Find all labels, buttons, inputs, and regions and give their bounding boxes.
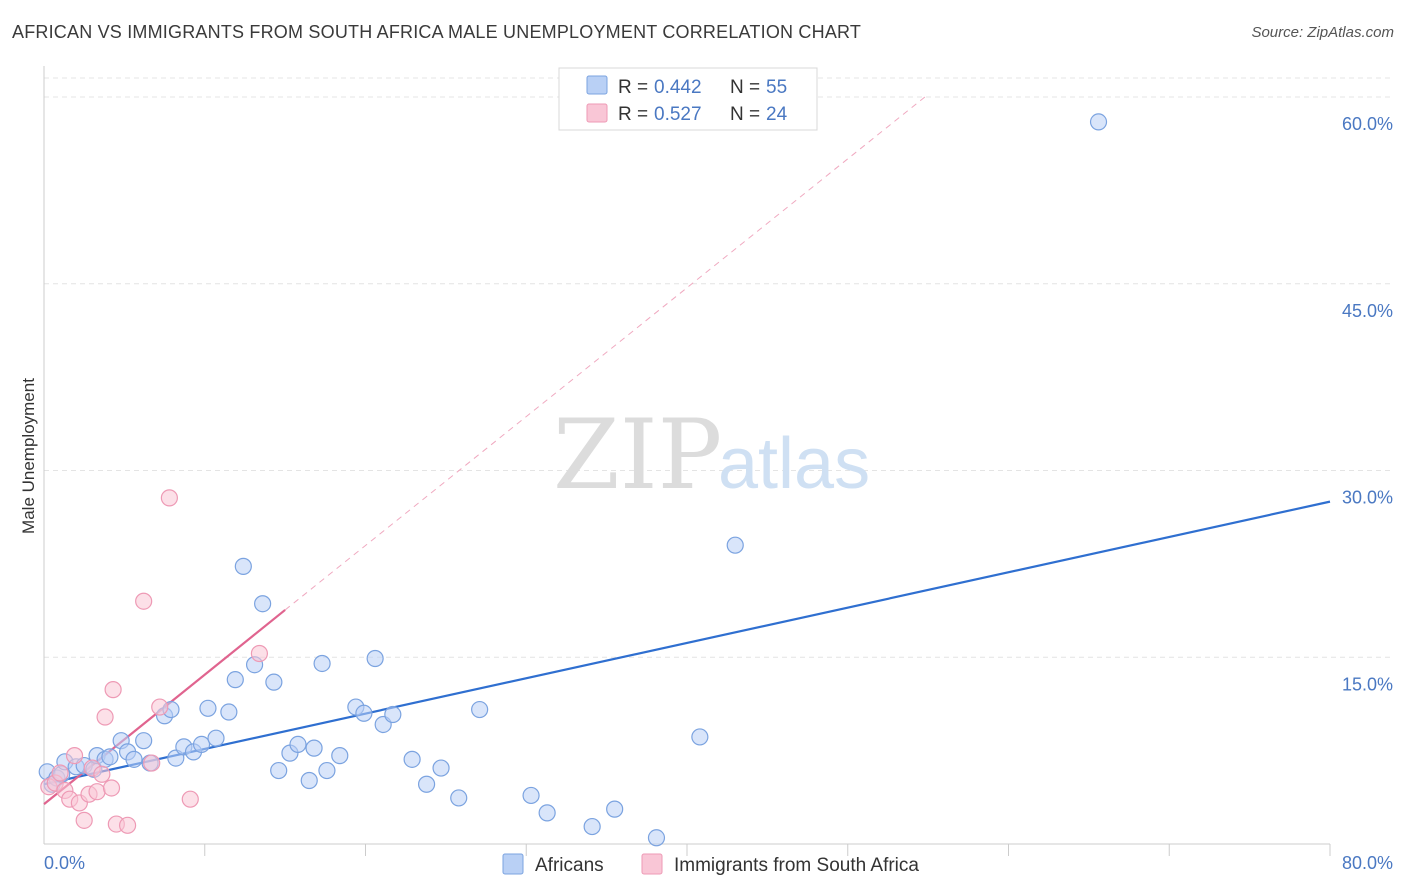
- stats-legend: R = 0.442 N = 55 R = 0.527 N = 24: [558, 67, 818, 131]
- bottom-legend-africans: Africans: [535, 855, 604, 876]
- data-point-immigrants: [93, 765, 111, 783]
- legend-n-label-africans: N =: [730, 77, 760, 98]
- data-point-immigrants: [118, 816, 137, 834]
- data-point-africans: [300, 771, 318, 790]
- data-point-africans: [538, 804, 556, 822]
- data-point-africans: [417, 775, 436, 793]
- legend-swatch-immigrants-border: [586, 103, 608, 123]
- data-point-immigrants: [104, 681, 122, 699]
- trendline-africans: [43, 500, 1331, 786]
- legend-swatch-africans-border: [586, 75, 608, 95]
- data-point-africans: [226, 671, 244, 689]
- data-point-africans: [366, 649, 384, 668]
- bottom-legend-swatch-africans: [503, 854, 523, 874]
- bottom-legend-swatch-immigrants-border: [641, 853, 663, 875]
- data-point-africans: [471, 700, 489, 719]
- data-point-immigrants: [102, 779, 121, 797]
- chart-title: AFRICAN VS IMMIGRANTS FROM SOUTH AFRICA …: [12, 22, 862, 42]
- data-point-africans: [403, 750, 421, 768]
- data-point-africans: [606, 800, 624, 818]
- bottom-legend-immigrants: Immigrants from South Africa: [674, 855, 919, 876]
- y-axis-label: Male Unemployment: [19, 378, 38, 534]
- data-point-africans: [234, 557, 252, 575]
- data-point-immigrants: [65, 747, 84, 765]
- watermark-atlas: atlas: [718, 424, 870, 504]
- data-point-africans: [199, 699, 217, 717]
- data-point-immigrants: [151, 698, 169, 716]
- legend-r-value-africans: 0.442: [654, 77, 702, 98]
- data-point-africans: [289, 735, 307, 754]
- data-point-africans: [265, 673, 283, 691]
- data-point-africans: [254, 595, 272, 613]
- data-point-immigrants: [143, 754, 161, 772]
- y-tick-label: 45.0%: [1342, 301, 1393, 321]
- y-tick-label: 30.0%: [1342, 488, 1393, 508]
- data-point-africans: [331, 747, 349, 765]
- point-layer: [38, 113, 1108, 847]
- data-point-africans: [313, 654, 331, 673]
- data-point-africans: [270, 761, 288, 780]
- legend-n-value-africans: 55: [766, 77, 787, 98]
- tick-layer: 15.0% 30.0% 45.0% 60.0% 0.0% 80.0%: [44, 114, 1393, 873]
- axis-layer: [43, 66, 1331, 856]
- data-point-africans: [1089, 113, 1108, 131]
- legend-swatch-immigrants: [587, 104, 607, 122]
- data-point-africans: [318, 761, 336, 780]
- data-point-africans: [305, 739, 323, 757]
- chart-source: Source: ZipAtlas.com: [1251, 24, 1394, 41]
- legend-n-label-immigrants: N =: [730, 104, 760, 125]
- data-point-immigrants: [51, 764, 69, 782]
- data-point-africans: [583, 817, 601, 836]
- x-tick-label-min: 0.0%: [44, 853, 85, 873]
- data-point-africans: [207, 729, 225, 747]
- legend-swatch-africans: [587, 76, 607, 94]
- data-point-immigrants: [160, 489, 178, 507]
- series-legend: Africans Immigrants from South Africa: [502, 853, 919, 876]
- data-point-immigrants: [88, 783, 106, 801]
- legend-r-value-immigrants: 0.527: [654, 104, 702, 125]
- legend-r-label-africans: R =: [618, 77, 648, 98]
- trendline-immigrants-extension: [284, 96, 926, 611]
- data-point-immigrants: [75, 811, 93, 829]
- data-point-africans: [726, 536, 744, 554]
- data-point-africans: [384, 705, 402, 724]
- watermark: ZIP atlas: [553, 399, 870, 511]
- bottom-legend-swatch-immigrants: [642, 854, 662, 874]
- data-point-africans: [450, 789, 468, 807]
- data-point-africans: [192, 735, 211, 754]
- data-point-africans: [355, 704, 373, 722]
- y-tick-label: 60.0%: [1342, 114, 1393, 134]
- data-point-africans: [135, 732, 153, 750]
- data-point-africans: [125, 750, 143, 768]
- legend-r-label-immigrants: R =: [618, 104, 648, 125]
- data-point-africans: [101, 748, 119, 766]
- data-point-africans: [432, 759, 450, 777]
- data-point-immigrants: [135, 592, 153, 610]
- watermark-zip: ZIP: [553, 399, 722, 511]
- y-tick-label: 15.0%: [1342, 674, 1393, 694]
- bottom-legend-swatch-africans-border: [502, 853, 524, 875]
- data-point-africans: [522, 786, 540, 805]
- data-point-africans: [647, 829, 666, 847]
- data-point-africans: [220, 703, 238, 721]
- data-point-immigrants: [96, 708, 114, 726]
- data-point-africans: [691, 728, 709, 746]
- x-tick-label-max: 80.0%: [1342, 853, 1393, 873]
- data-point-immigrants: [181, 790, 199, 808]
- data-point-immigrants: [250, 644, 269, 663]
- legend-n-value-immigrants: 24: [766, 104, 788, 125]
